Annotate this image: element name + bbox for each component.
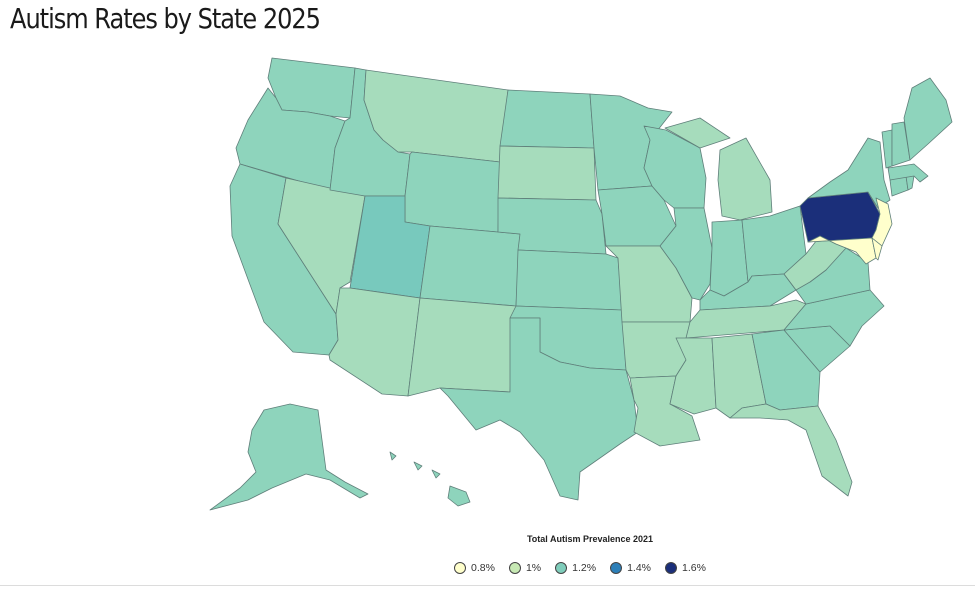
state-me[interactable] bbox=[903, 77, 953, 161]
state-sd[interactable] bbox=[497, 145, 597, 201]
state-vt[interactable] bbox=[881, 129, 893, 169]
state-ma[interactable] bbox=[887, 163, 929, 183]
legend-swatch-icon bbox=[610, 562, 623, 574]
state-mi[interactable] bbox=[664, 117, 773, 221]
state-az[interactable] bbox=[328, 287, 421, 397]
legend-item[interactable]: 1.6% bbox=[665, 562, 706, 574]
state-il[interactable] bbox=[659, 207, 713, 301]
legend: 0.8% 1% 1.2% 1.4% 1.6% bbox=[454, 562, 720, 574]
state-ny[interactable] bbox=[807, 137, 891, 209]
state-ak[interactable] bbox=[209, 403, 369, 511]
state-nd[interactable] bbox=[499, 89, 595, 149]
legend-label: 1.4% bbox=[627, 562, 651, 574]
state-wy[interactable] bbox=[404, 151, 501, 233]
legend-label: 0.8% bbox=[471, 562, 495, 574]
legend-swatch-icon bbox=[555, 562, 568, 574]
legend-label: 1.6% bbox=[682, 562, 706, 574]
legend-item[interactable]: 1.2% bbox=[555, 562, 596, 574]
legend-item[interactable]: 1.4% bbox=[610, 562, 651, 574]
legend-label: 1.2% bbox=[572, 562, 597, 574]
state-co[interactable] bbox=[419, 225, 521, 307]
state-pa[interactable] bbox=[799, 191, 881, 243]
states-layer bbox=[209, 57, 953, 511]
state-tn[interactable] bbox=[685, 299, 807, 339]
state-fl[interactable] bbox=[729, 403, 853, 497]
state-de[interactable] bbox=[871, 237, 883, 261]
legend-swatch-icon bbox=[508, 562, 521, 574]
state-in[interactable] bbox=[709, 219, 749, 297]
legend-title: Total Autism Prevalence 2021 bbox=[526, 534, 654, 544]
state-ks[interactable] bbox=[515, 249, 623, 311]
legend-swatch-icon bbox=[665, 562, 677, 574]
state-nm[interactable] bbox=[407, 297, 517, 397]
legend-item[interactable]: 0.8% bbox=[454, 562, 495, 574]
legend-item[interactable]: 1% bbox=[508, 562, 542, 574]
page-title: Autism Rates by State 2025 bbox=[10, 2, 321, 35]
legend-label: 1% bbox=[525, 562, 542, 574]
divider bbox=[0, 585, 975, 586]
legend-swatch-icon bbox=[454, 562, 466, 574]
state-tx[interactable] bbox=[439, 317, 639, 501]
state-hi[interactable] bbox=[389, 451, 471, 507]
